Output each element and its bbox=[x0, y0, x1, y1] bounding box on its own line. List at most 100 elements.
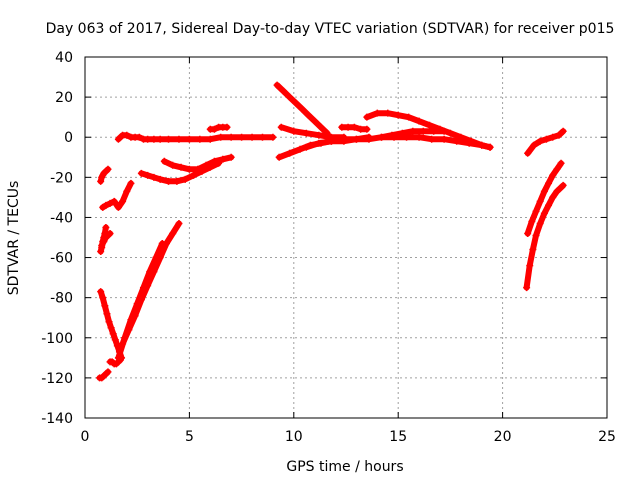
data-point bbox=[549, 193, 557, 201]
series-arc-19 bbox=[363, 109, 494, 151]
x-tick-label: 0 bbox=[81, 429, 90, 445]
data-point bbox=[529, 246, 537, 254]
data-point bbox=[388, 131, 396, 139]
data-point bbox=[162, 240, 170, 248]
data-point bbox=[258, 133, 266, 141]
data-point bbox=[553, 187, 561, 195]
data-point bbox=[557, 159, 565, 167]
data-point bbox=[111, 336, 119, 344]
data-point bbox=[286, 93, 294, 101]
series-trail bbox=[523, 182, 567, 291]
data-point bbox=[185, 165, 193, 173]
data-point bbox=[131, 312, 139, 320]
data-point bbox=[137, 169, 145, 177]
data-point bbox=[135, 133, 143, 141]
data-point bbox=[227, 153, 235, 161]
data-point bbox=[373, 109, 381, 117]
data-point bbox=[365, 135, 373, 143]
data-point bbox=[415, 117, 423, 125]
data-point bbox=[206, 135, 214, 143]
series-arc-09 bbox=[119, 219, 183, 348]
series-arc-18 bbox=[338, 123, 371, 133]
data-point bbox=[357, 125, 365, 133]
series-arc-01 bbox=[97, 165, 112, 185]
data-point bbox=[344, 123, 352, 131]
data-point bbox=[210, 157, 218, 165]
data-point bbox=[175, 219, 183, 227]
data-point bbox=[123, 131, 131, 139]
data-point bbox=[545, 201, 553, 209]
data-point bbox=[144, 282, 152, 290]
data-point bbox=[217, 133, 225, 141]
y-tick-label: -20 bbox=[50, 170, 73, 186]
y-tick-label: -100 bbox=[41, 331, 73, 347]
data-point bbox=[107, 324, 115, 332]
data-point bbox=[532, 207, 540, 215]
data-point bbox=[426, 121, 434, 129]
data-point bbox=[317, 123, 325, 131]
x-tick-label: 15 bbox=[389, 429, 407, 445]
plot-frame bbox=[84, 56, 608, 419]
data-point bbox=[238, 133, 246, 141]
data-point bbox=[555, 131, 563, 139]
data-point bbox=[530, 141, 538, 149]
plot-data bbox=[96, 81, 567, 382]
y-tick-label: 20 bbox=[55, 90, 73, 106]
data-point bbox=[114, 135, 122, 143]
data-point bbox=[526, 262, 534, 270]
data-point bbox=[119, 340, 127, 348]
data-point bbox=[559, 127, 567, 135]
data-point bbox=[185, 135, 193, 143]
data-point bbox=[340, 137, 348, 145]
data-point bbox=[97, 288, 105, 296]
series-arc-12 bbox=[160, 153, 235, 173]
data-point bbox=[150, 135, 158, 143]
data-point bbox=[175, 135, 183, 143]
data-point bbox=[428, 135, 436, 143]
data-point bbox=[156, 135, 164, 143]
series-arc-14 bbox=[273, 81, 331, 137]
data-point bbox=[536, 197, 544, 205]
series-arc-23 bbox=[524, 127, 567, 157]
data-point bbox=[227, 133, 235, 141]
data-point bbox=[99, 294, 107, 302]
data-point bbox=[540, 187, 548, 195]
data-point bbox=[384, 109, 392, 117]
data-point bbox=[101, 302, 109, 310]
data-point bbox=[453, 137, 461, 145]
series-arc-03 bbox=[98, 229, 114, 250]
chart-title: Day 063 of 2017, Sidereal Day-to-day VTE… bbox=[46, 21, 615, 37]
data-point bbox=[156, 254, 164, 262]
series-arc-21 bbox=[524, 159, 565, 237]
y-tick-label: -40 bbox=[50, 210, 73, 226]
series-trail bbox=[119, 220, 182, 347]
data-point bbox=[446, 129, 454, 137]
series-arc-05 bbox=[96, 368, 112, 382]
data-point bbox=[137, 296, 145, 304]
series-arc-06 bbox=[106, 356, 124, 368]
data-point bbox=[269, 133, 277, 141]
series-arc-07 bbox=[99, 179, 135, 211]
data-point bbox=[302, 129, 310, 137]
data-point bbox=[290, 127, 298, 135]
y-axis-label: SDTVAR / TECUs bbox=[6, 181, 22, 296]
data-point bbox=[549, 133, 557, 141]
data-point bbox=[279, 87, 287, 95]
data-point bbox=[486, 143, 494, 151]
data-point bbox=[467, 137, 475, 145]
data-point bbox=[106, 229, 114, 237]
data-point bbox=[156, 175, 164, 183]
data-point bbox=[165, 135, 173, 143]
data-point bbox=[524, 229, 532, 237]
data-point bbox=[273, 81, 281, 89]
data-point bbox=[542, 135, 550, 143]
data-point bbox=[405, 113, 413, 121]
data-point bbox=[302, 143, 310, 151]
data-point bbox=[415, 133, 423, 141]
data-point bbox=[173, 177, 181, 185]
series-arc-22 bbox=[523, 181, 567, 292]
x-axis-label: GPS time / hours bbox=[286, 459, 403, 475]
data-point bbox=[409, 127, 417, 135]
data-point bbox=[169, 161, 177, 169]
